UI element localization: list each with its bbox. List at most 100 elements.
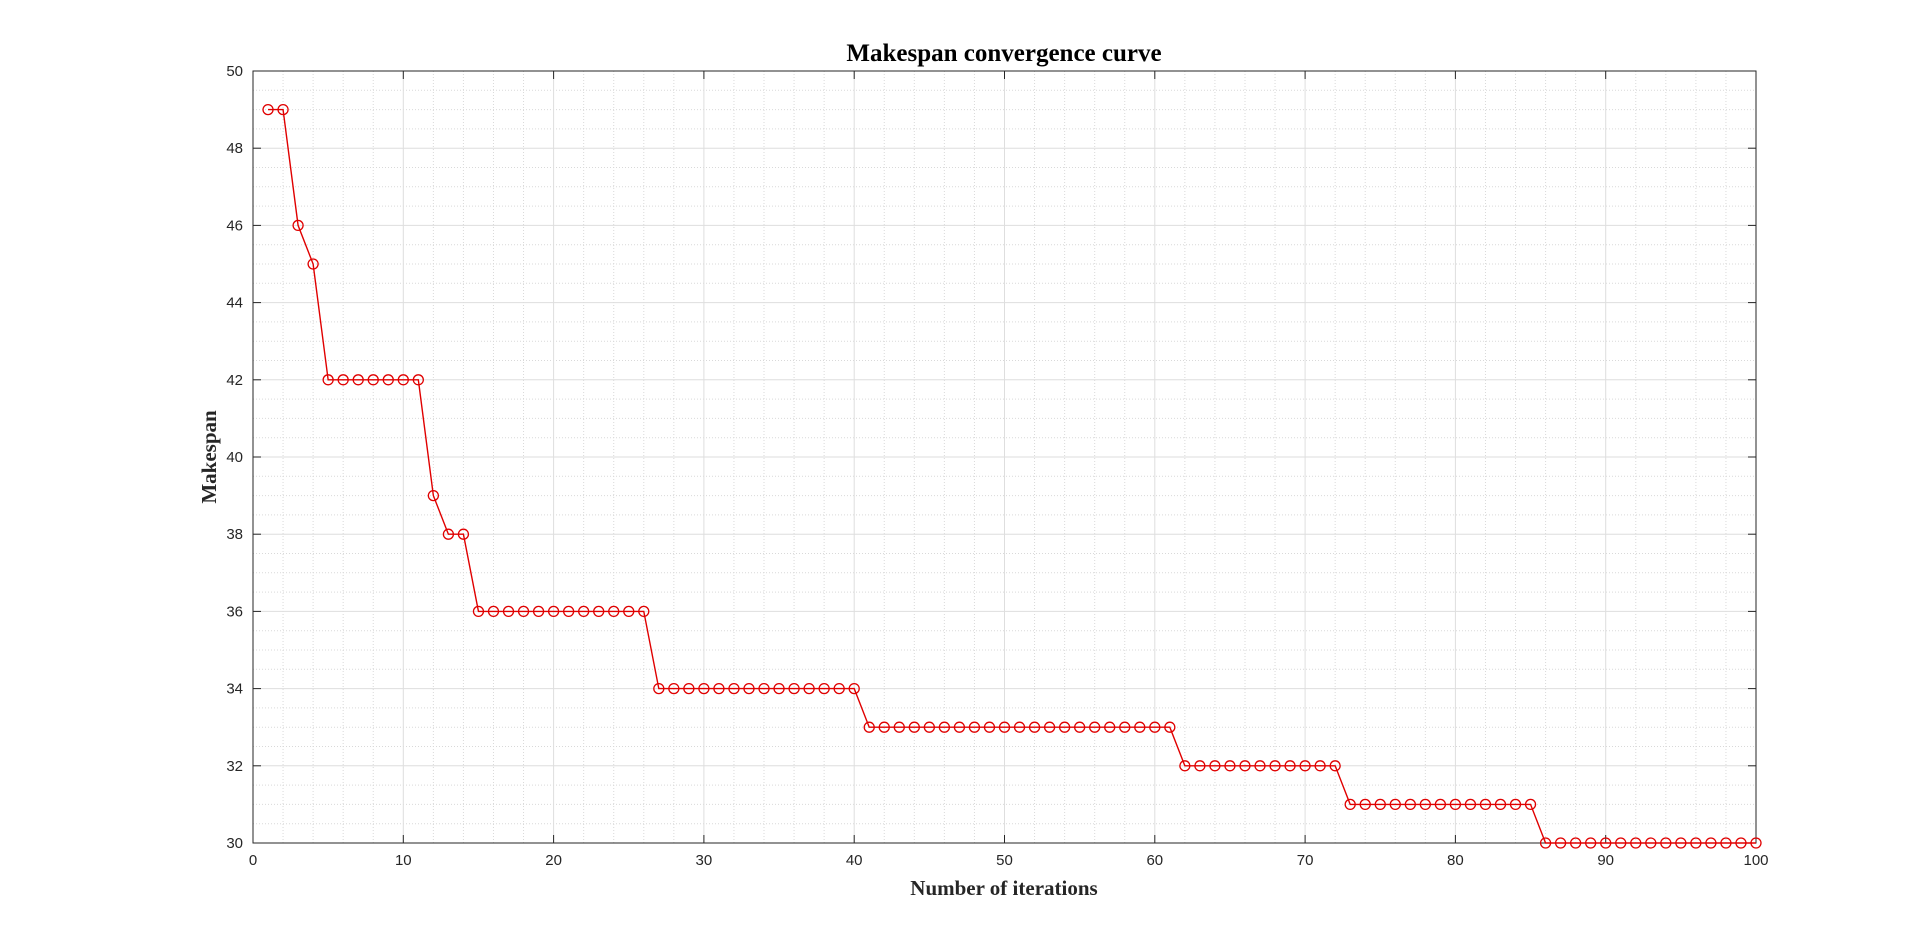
data-point-marker (893, 721, 905, 733)
y-tick-label: 34 (226, 681, 243, 698)
x-tick-label: 70 (1297, 852, 1314, 869)
data-point-marker (998, 721, 1011, 733)
data-point-marker (442, 528, 455, 540)
data-point-marker (547, 605, 560, 618)
y-tick-label: 42 (226, 372, 243, 389)
data-point-marker (1134, 721, 1146, 733)
y-axis-label: Makespan (197, 410, 221, 504)
x-tick-label: 30 (696, 852, 713, 869)
x-tick-label: 40 (846, 852, 863, 869)
series-line (268, 108, 1756, 844)
data-point-marker (472, 605, 485, 618)
data-point-marker (277, 103, 289, 116)
data-point-marker (968, 721, 981, 733)
plot-frame (252, 70, 1757, 844)
data-point-marker (1479, 798, 1492, 811)
y-tick-label: 40 (226, 449, 243, 466)
y-tick-label: 36 (226, 603, 243, 620)
data-point-marker (1058, 721, 1071, 733)
data-point-marker (938, 721, 951, 733)
data-point-marker (307, 258, 319, 270)
data-point-marker (1494, 798, 1507, 811)
y-tick-label: 50 (226, 63, 243, 80)
y-tick-labels: 30 32 34 36 38 40 42 44 46 48 50 (226, 63, 243, 852)
data-point-marker (803, 682, 815, 695)
data-point-marker (683, 682, 695, 695)
data-point-marker (1434, 798, 1447, 811)
y-tick-label: 38 (226, 526, 243, 543)
data-point-marker (1645, 837, 1657, 849)
data-point-marker (713, 682, 725, 695)
series-layer (262, 103, 1762, 849)
x-tick-label: 60 (1146, 852, 1163, 869)
data-point-marker (1089, 721, 1101, 733)
x-tick-labels: 0 10 20 30 40 50 60 70 80 90 100 (249, 852, 1769, 869)
data-point-marker (1750, 837, 1762, 849)
data-point-marker (1615, 837, 1627, 849)
data-point-marker (668, 682, 680, 695)
data-point-marker (1314, 760, 1326, 772)
data-point-marker (1660, 837, 1672, 849)
data-point-marker (1705, 837, 1717, 849)
data-point-marker (818, 682, 830, 695)
data-point-marker (1299, 760, 1311, 772)
data-point-marker (1043, 721, 1056, 733)
x-axis-label: Number of iterations (910, 876, 1097, 900)
data-point-marker (1329, 760, 1341, 772)
data-point-marker (1179, 760, 1191, 772)
data-point-marker (848, 682, 860, 695)
data-point-marker (578, 605, 590, 618)
data-point-marker (743, 682, 755, 695)
data-point-marker (608, 605, 620, 618)
data-point-marker (562, 605, 575, 618)
data-point-marker (1119, 721, 1131, 733)
data-point-marker (1359, 798, 1371, 811)
data-point-marker (1149, 721, 1161, 733)
data-point-marker (788, 682, 800, 695)
data-point-marker (1374, 798, 1386, 811)
x-tick-label: 10 (395, 852, 412, 869)
data-point-marker (292, 219, 304, 232)
data-point-marker (1630, 837, 1642, 849)
data-point-marker (412, 374, 424, 386)
data-point-marker (1735, 837, 1747, 849)
data-point-marker (1600, 837, 1612, 849)
data-point-marker (1028, 721, 1041, 733)
data-point-marker (502, 605, 515, 618)
data-point-marker (1013, 721, 1026, 733)
data-point-marker (1209, 760, 1221, 772)
y-tick-label: 48 (226, 140, 243, 157)
data-point-marker (623, 605, 635, 618)
data-point-marker (908, 721, 920, 733)
data-point-marker (517, 605, 530, 618)
x-tick-label: 20 (545, 852, 562, 869)
data-point-marker (1104, 721, 1116, 733)
data-point-marker (833, 682, 845, 695)
data-point-marker (1194, 760, 1206, 772)
data-point-marker (593, 605, 605, 618)
chart-title: Makespan convergence curve (846, 40, 1161, 67)
data-point-marker (1585, 837, 1597, 849)
data-point-marker (1539, 837, 1552, 849)
y-tick-label: 44 (226, 295, 243, 312)
data-point-marker (653, 682, 665, 695)
data-point-marker (262, 103, 274, 116)
y-tick-label: 30 (226, 835, 243, 852)
data-point-marker (397, 374, 409, 386)
data-point-marker (1344, 798, 1356, 811)
x-tick-label: 80 (1447, 852, 1464, 869)
data-point-marker (457, 528, 470, 540)
data-point-marker (337, 374, 349, 386)
data-point-marker (367, 374, 379, 386)
data-point-marker (728, 682, 740, 695)
data-point-marker (1074, 721, 1086, 733)
data-point-marker (638, 605, 650, 618)
x-tick-label: 0 (249, 852, 257, 869)
data-point-marker (1569, 837, 1582, 849)
data-point-marker (983, 721, 996, 733)
data-point-marker (1239, 760, 1251, 772)
data-point-marker (1389, 798, 1401, 811)
data-point-marker (758, 682, 770, 695)
data-point-marker (1554, 837, 1567, 849)
